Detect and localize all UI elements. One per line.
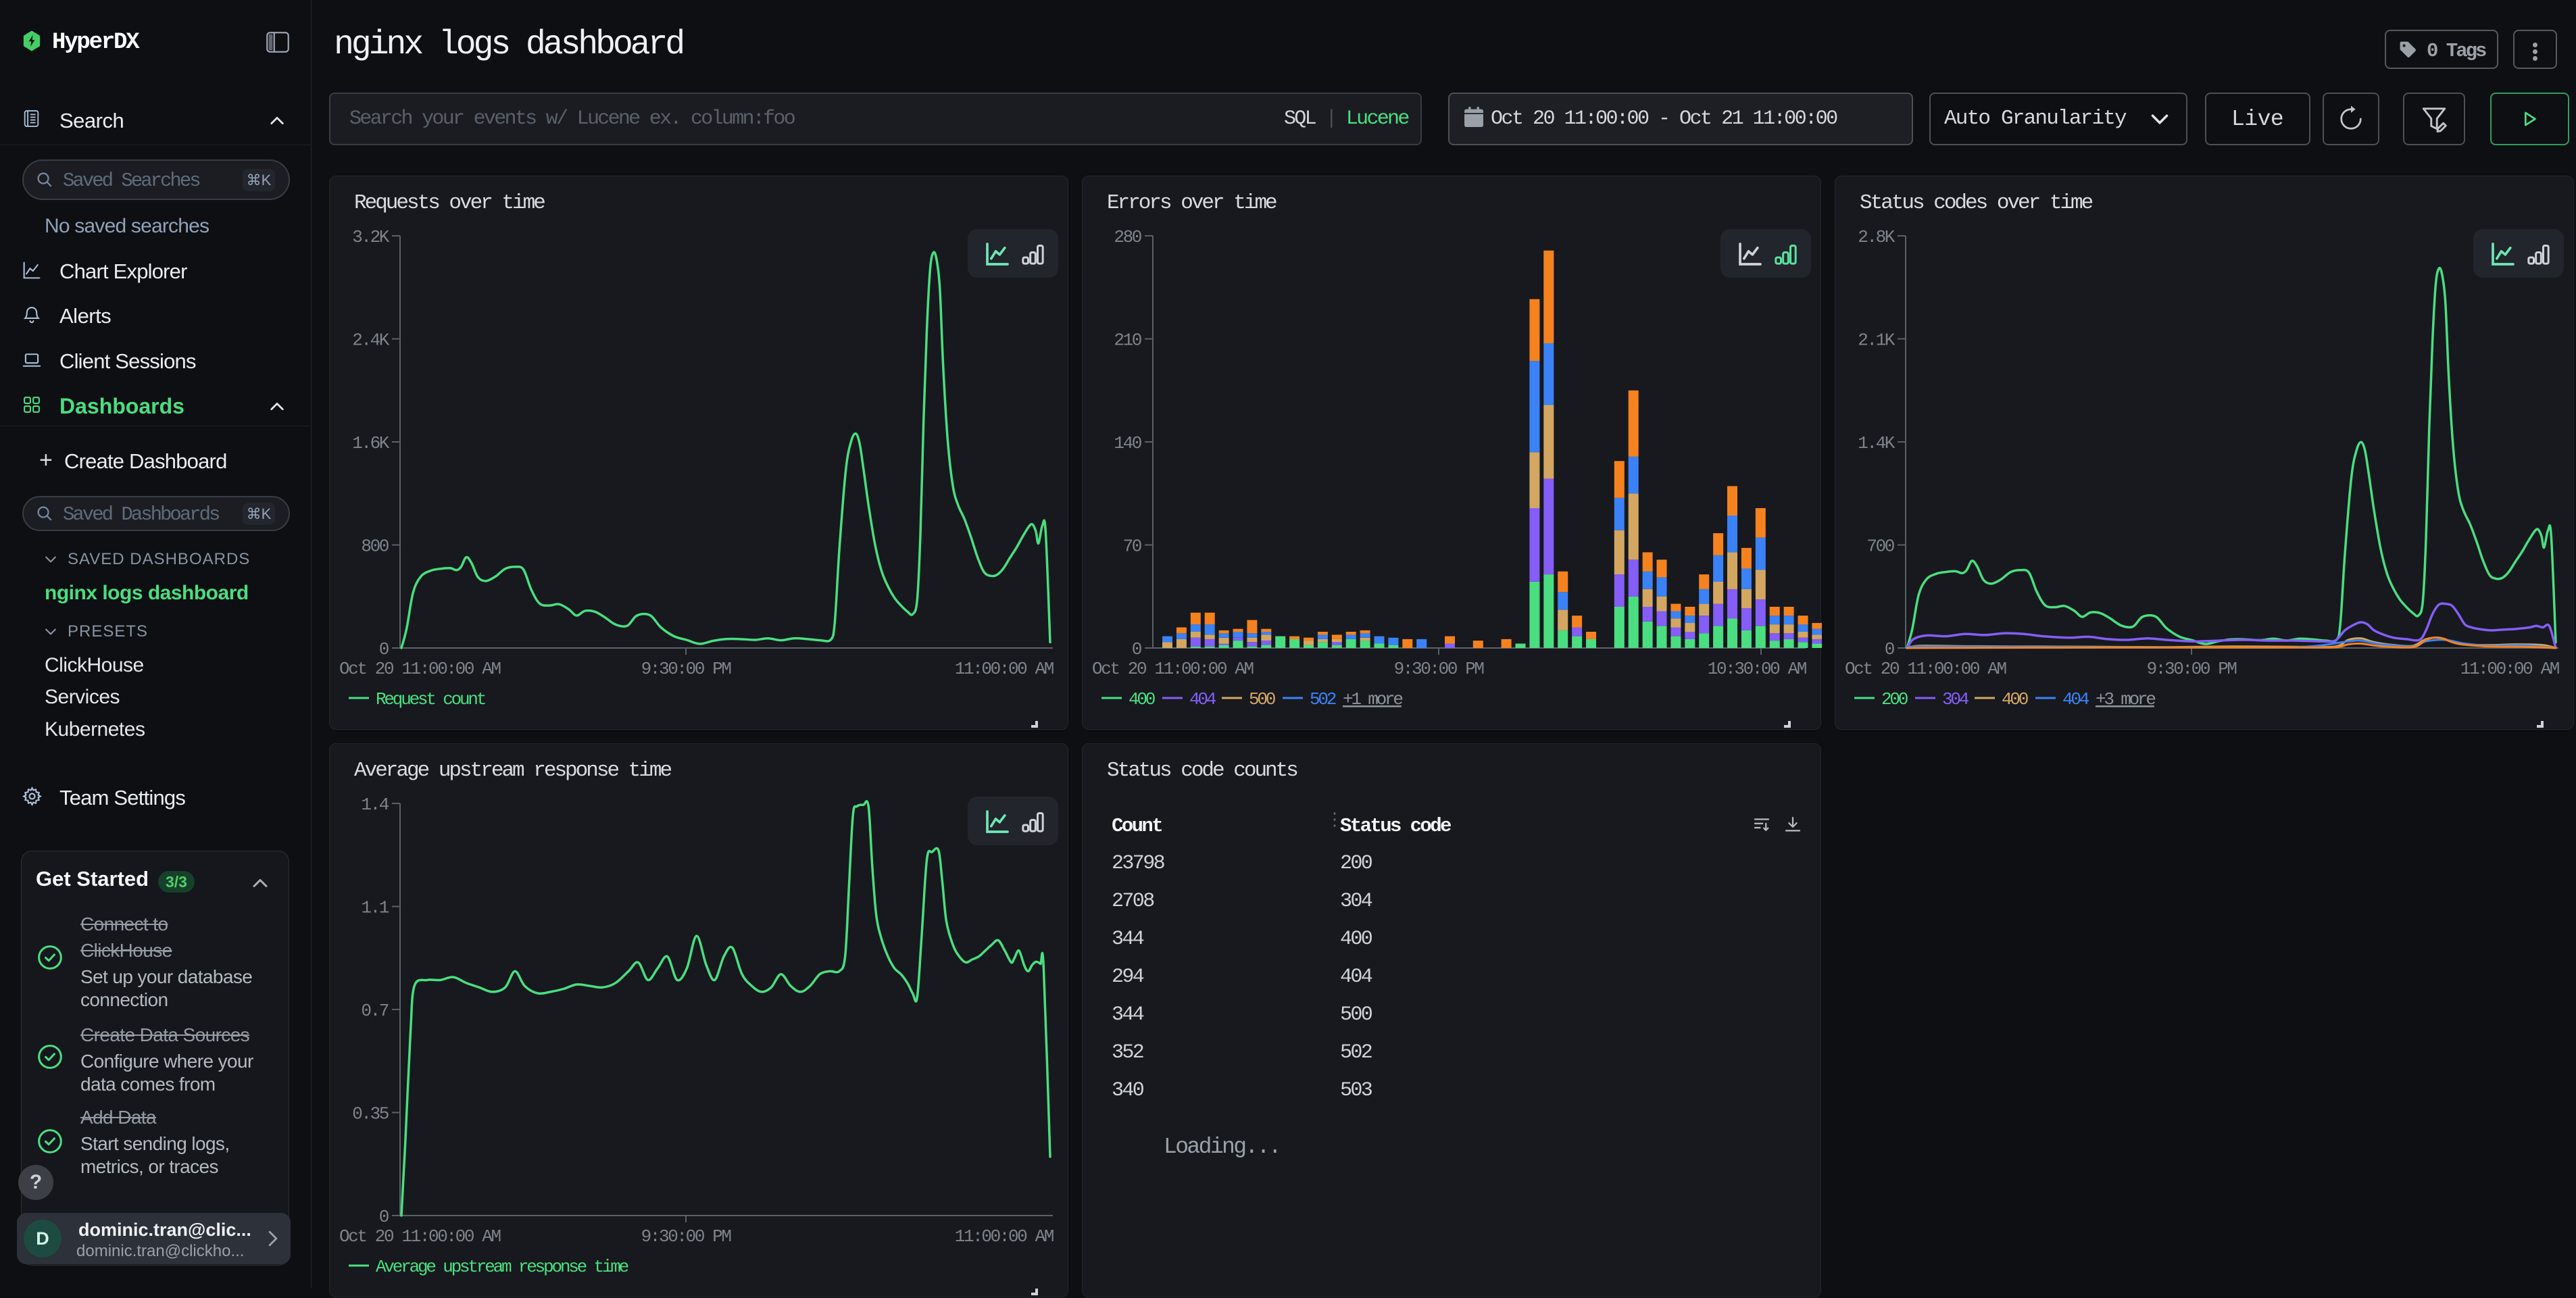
svg-text:9:30:00 PM: 9:30:00 PM xyxy=(1394,659,1484,679)
svg-text:70: 70 xyxy=(1123,536,1141,557)
svg-text:1.4: 1.4 xyxy=(361,795,389,815)
svg-text:404: 404 xyxy=(1189,689,1216,709)
svg-text:1.4K: 1.4K xyxy=(1858,433,1896,453)
svg-text:0.35: 0.35 xyxy=(352,1104,389,1124)
svg-text:2.4K: 2.4K xyxy=(352,330,390,351)
svg-text:500: 500 xyxy=(1249,689,1275,709)
svg-text:Oct 20 11:00:00 AM: Oct 20 11:00:00 AM xyxy=(1092,659,1253,679)
svg-text:800: 800 xyxy=(361,536,388,557)
svg-text:0: 0 xyxy=(1132,639,1141,659)
svg-text:9:30:00 PM: 9:30:00 PM xyxy=(2147,659,2237,679)
svg-text:+1 more: +1 more xyxy=(1343,689,1402,709)
svg-text:502: 502 xyxy=(1310,689,1336,709)
svg-text:11:00:00 AM: 11:00:00 AM xyxy=(955,659,1054,679)
svg-text:0.7: 0.7 xyxy=(361,1001,388,1021)
svg-text:3.2K: 3.2K xyxy=(352,227,390,247)
svg-text:304: 304 xyxy=(1942,689,1969,709)
svg-text:404: 404 xyxy=(2062,689,2089,709)
svg-text:1.1: 1.1 xyxy=(361,898,389,918)
svg-text:Oct 20 11:00:00 AM: Oct 20 11:00:00 AM xyxy=(339,659,500,679)
svg-text:700: 700 xyxy=(1866,536,1893,557)
svg-text:0: 0 xyxy=(379,639,389,659)
svg-text:2.8K: 2.8K xyxy=(1858,227,1896,247)
svg-text:Request count: Request count xyxy=(376,689,485,709)
svg-text:Oct 20 11:00:00 AM: Oct 20 11:00:00 AM xyxy=(339,1226,500,1247)
svg-text:1.6K: 1.6K xyxy=(352,433,390,453)
svg-text:Oct 20 11:00:00 AM: Oct 20 11:00:00 AM xyxy=(1845,659,2006,679)
svg-text:140: 140 xyxy=(1114,433,1141,453)
svg-text:+3 more: +3 more xyxy=(2096,689,2155,709)
svg-text:11:00:00 AM: 11:00:00 AM xyxy=(955,1226,1054,1247)
svg-text:9:30:00 PM: 9:30:00 PM xyxy=(641,1226,731,1247)
svg-text:0: 0 xyxy=(1885,639,1894,659)
svg-text:400: 400 xyxy=(2002,689,2028,709)
svg-text:10:30:00 AM: 10:30:00 AM xyxy=(1708,659,1806,679)
svg-text:400: 400 xyxy=(1129,689,1155,709)
svg-text:Average upstream response time: Average upstream response time xyxy=(376,1257,628,1277)
svg-text:0: 0 xyxy=(379,1207,389,1227)
svg-text:210: 210 xyxy=(1114,330,1141,351)
svg-text:2.1K: 2.1K xyxy=(1858,330,1896,351)
svg-text:9:30:00 PM: 9:30:00 PM xyxy=(641,659,731,679)
svg-text:280: 280 xyxy=(1114,227,1141,247)
svg-text:200: 200 xyxy=(1881,689,1908,709)
svg-text:11:00:00 AM: 11:00:00 AM xyxy=(2460,659,2559,679)
